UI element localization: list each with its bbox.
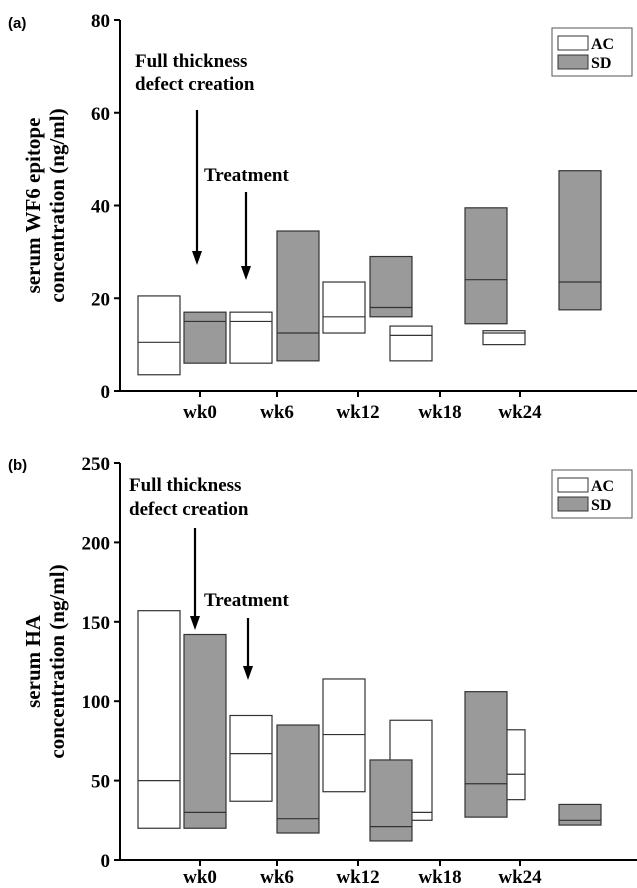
y-axis-label: serum WF6 epitope xyxy=(21,118,45,294)
annotation-defect-creation: Full thickness defect creation xyxy=(129,475,249,630)
annotation-treatment: Treatment xyxy=(204,165,289,280)
annotation-text: Treatment xyxy=(204,165,289,186)
panel-label: (b) xyxy=(8,457,27,474)
box-sd-wk6 xyxy=(276,230,320,362)
x-tick-label: wk24 xyxy=(498,402,542,423)
box-sd-wk18 xyxy=(464,207,508,325)
legend-label-ac: AC xyxy=(591,36,614,53)
y-tick-label: 40 xyxy=(91,197,110,218)
annotation-arrow-head xyxy=(192,251,202,265)
legend: AC SD xyxy=(551,469,633,519)
x-tick-label: wk18 xyxy=(418,867,461,888)
legend: AC SD xyxy=(551,27,633,77)
y-tick-label: 60 xyxy=(91,104,110,125)
annotation-text: Full thickness xyxy=(129,475,241,496)
box-sd-wk0 xyxy=(183,633,227,829)
annotation-text: defect creation xyxy=(135,74,255,95)
y-tick-label: 0 xyxy=(101,851,111,872)
annotation-text: defect creation xyxy=(129,499,249,520)
box-ac-wk6 xyxy=(229,311,273,364)
x-tick-label: wk6 xyxy=(260,402,294,423)
box-ac-wk6 xyxy=(229,714,273,802)
box-sd-wk24 xyxy=(558,170,602,311)
y-tick-label: 200 xyxy=(82,533,111,554)
legend-swatch-sd xyxy=(557,54,589,70)
annotation-text: Treatment xyxy=(204,590,289,611)
legend-swatch-ac xyxy=(557,477,589,493)
x-tick-label: wk0 xyxy=(183,867,217,888)
y-tick-label: 80 xyxy=(91,11,110,32)
y-tick-label: 50 xyxy=(91,772,110,793)
annotation-arrow-head xyxy=(190,616,200,630)
legend-swatch-sd xyxy=(557,496,589,512)
legend-label-sd: SD xyxy=(591,497,611,514)
box-ac-wk24 xyxy=(482,330,526,346)
y-tick-label: 20 xyxy=(91,289,110,310)
legend-label-ac: AC xyxy=(591,478,614,495)
box-sd-wk12 xyxy=(369,255,413,318)
chart-panel-a: (a) 0 20 40 60 80 serum WF6 epitope concentrati… xyxy=(8,11,637,423)
legend-label-sd: SD xyxy=(591,55,611,72)
x-tick-label: wk12 xyxy=(336,867,379,888)
y-axis-label: serum HA xyxy=(21,614,45,708)
panel-label: (a) xyxy=(8,15,26,32)
x-tick-label: wk0 xyxy=(183,402,217,423)
annotation-text: Full thickness xyxy=(135,51,247,72)
x-tick-label: wk12 xyxy=(336,402,379,423)
x-tick-label: wk18 xyxy=(418,402,461,423)
box-ac-wk12 xyxy=(322,678,366,793)
box-sd-wk24 xyxy=(558,803,602,826)
box-ac-wk18 xyxy=(389,325,433,362)
annotation-arrow-head xyxy=(243,666,253,680)
box-sd-wk18 xyxy=(464,691,508,818)
x-tick-label: wk24 xyxy=(498,867,542,888)
y-tick-label: 0 xyxy=(101,382,111,403)
y-axis-label: concentration (ng/ml) xyxy=(45,108,69,302)
box-sd-wk0 xyxy=(183,311,227,364)
legend-swatch-ac xyxy=(557,35,589,51)
y-tick-label: 250 xyxy=(82,454,111,475)
box-sd-wk6 xyxy=(276,724,320,834)
chart-panel-b: (b) 0 50 100 150 200 250 serum HA concentration … xyxy=(8,454,637,888)
box-ac-wk0 xyxy=(137,610,181,829)
box-sd-wk12 xyxy=(369,759,413,842)
y-tick-label: 150 xyxy=(82,613,111,634)
annotation-treatment: Treatment xyxy=(204,590,289,680)
x-tick-label: wk6 xyxy=(260,867,294,888)
box-ac-wk0 xyxy=(137,295,181,376)
y-tick-label: 100 xyxy=(82,692,111,713)
y-axis-label: concentration (ng/ml) xyxy=(45,564,69,758)
box-ac-wk12 xyxy=(322,281,366,334)
annotation-arrow-head xyxy=(241,266,251,280)
